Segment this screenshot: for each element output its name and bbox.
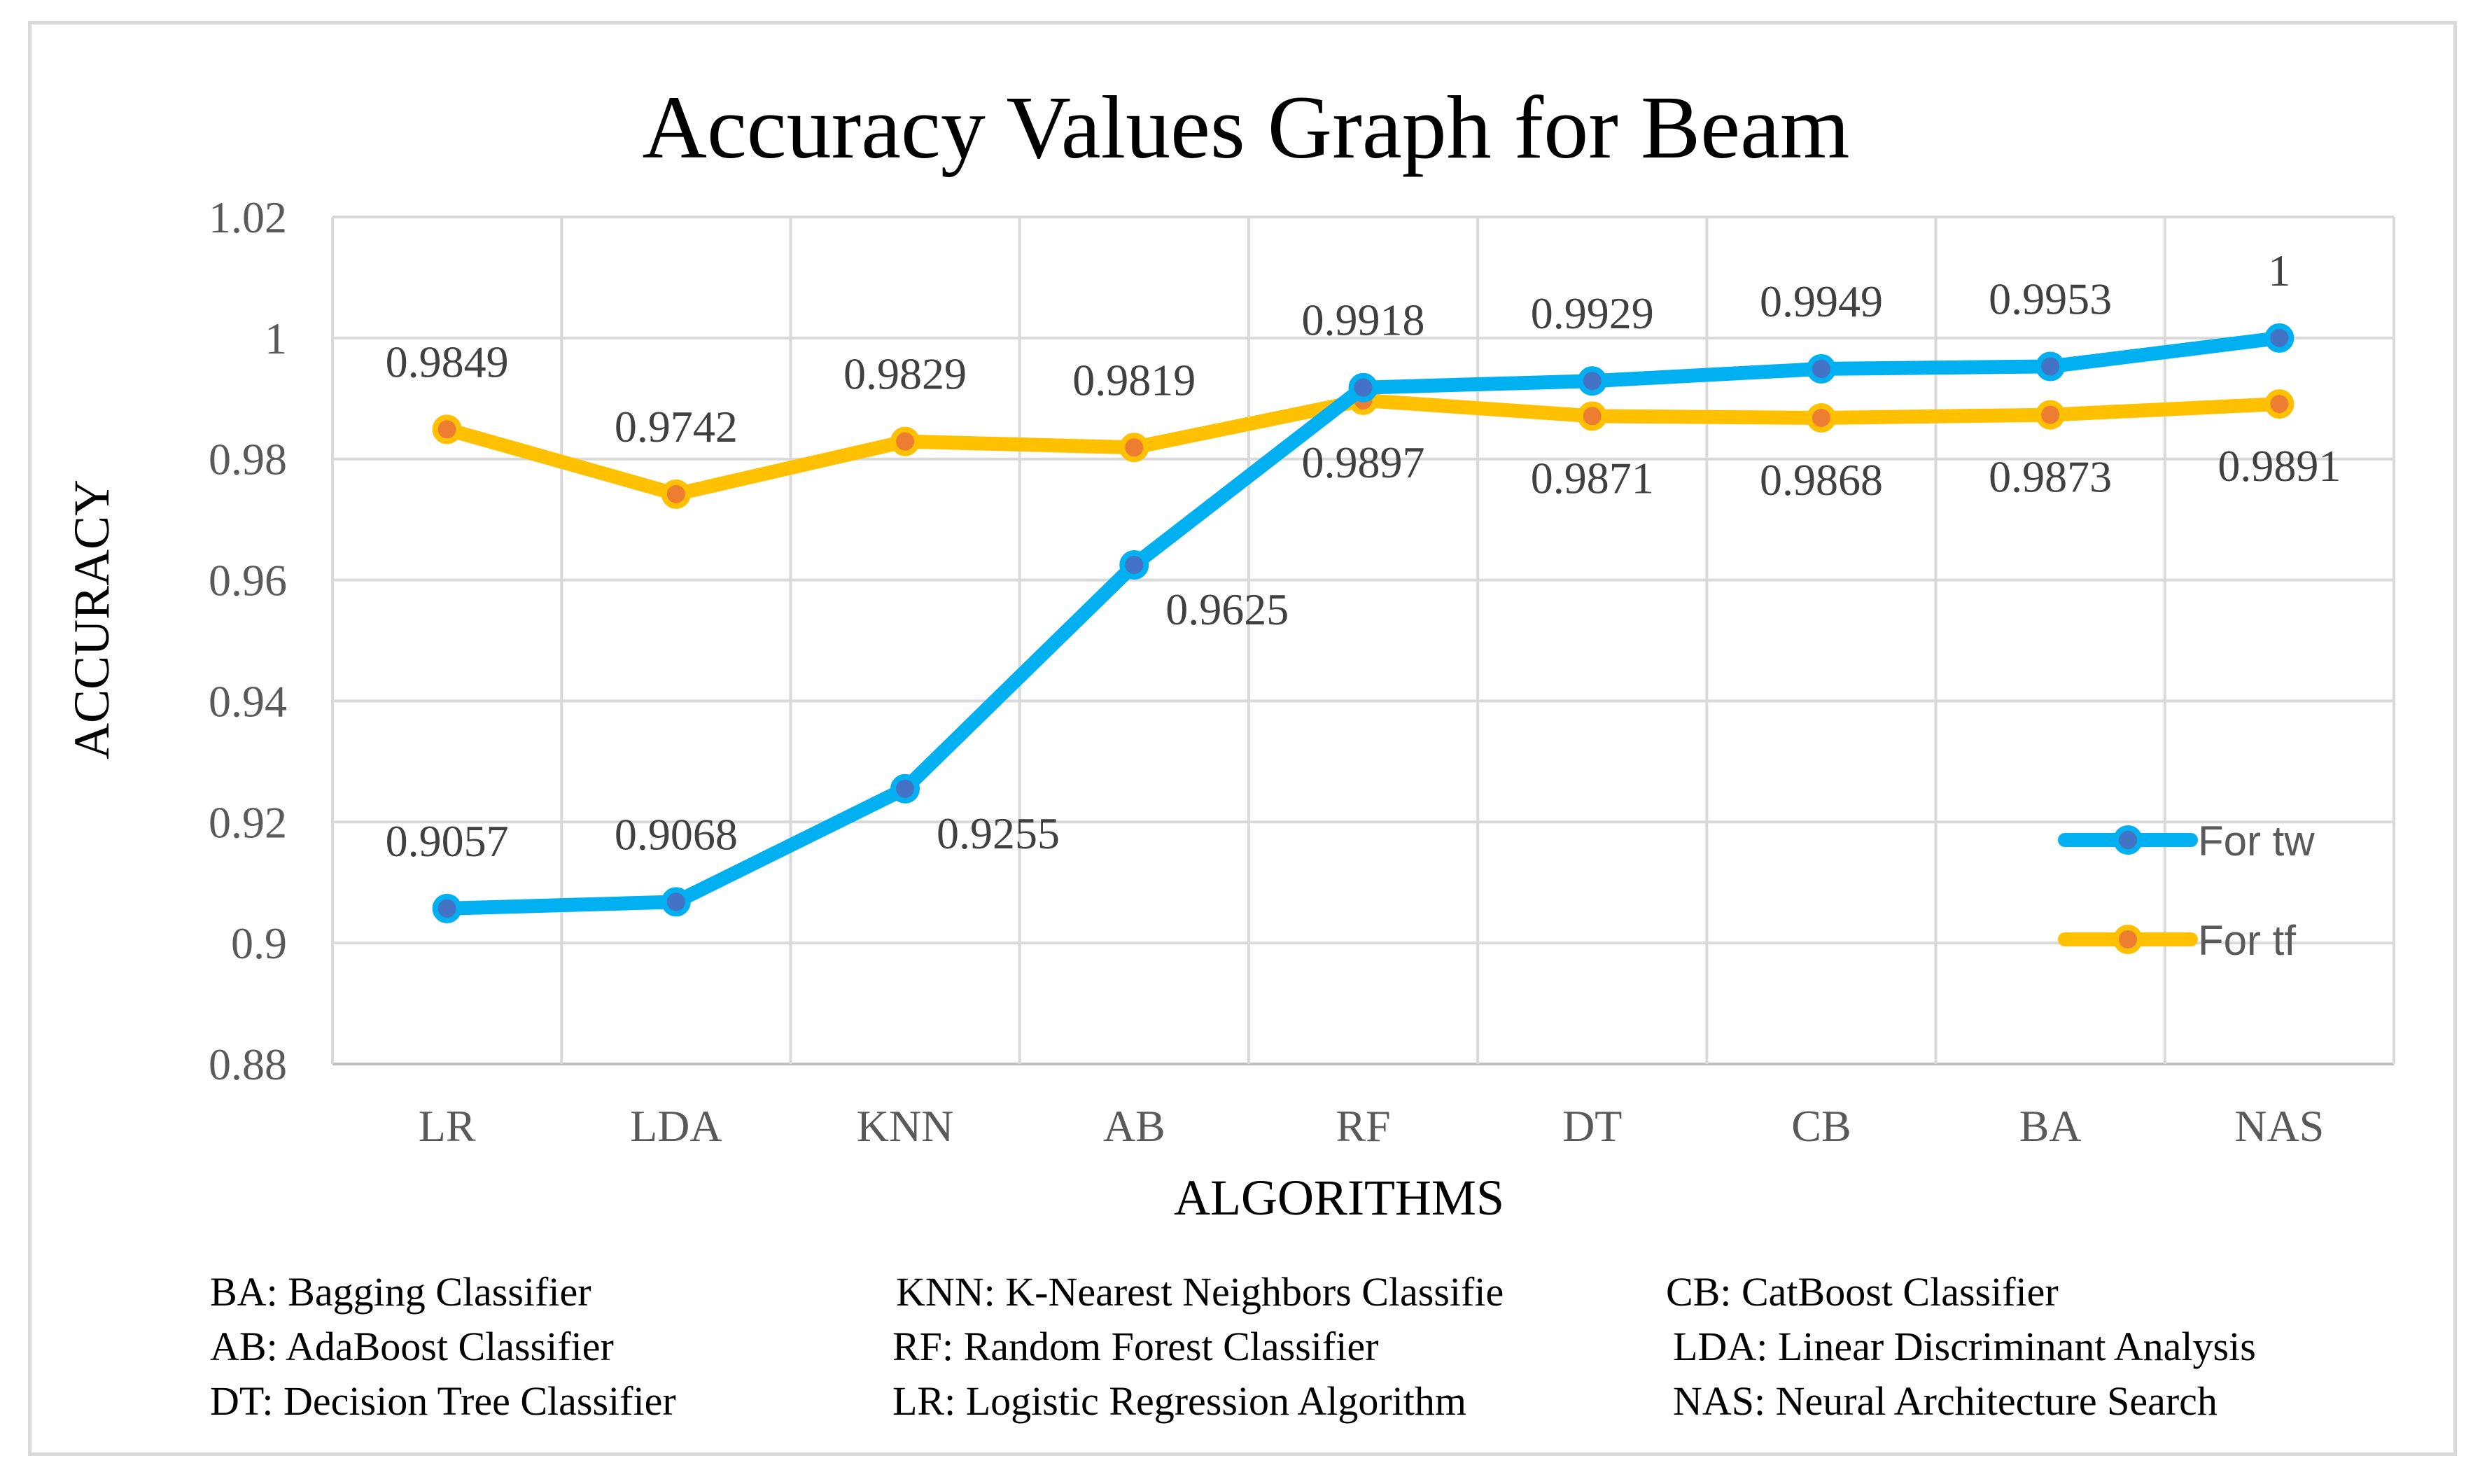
legend-swatch-marker bbox=[2113, 825, 2143, 855]
x-tick-label: LR bbox=[419, 1101, 476, 1151]
x-tick-label: RF bbox=[1336, 1101, 1390, 1151]
y-tick-label: 1.02 bbox=[209, 192, 287, 242]
glossary-item: BA: Bagging Classifier bbox=[210, 1269, 591, 1315]
data-label: 0.9829 bbox=[843, 349, 967, 399]
abbreviation-glossary: BA: Bagging Classifier KNN: K-Nearest Ne… bbox=[210, 1268, 2380, 1443]
data-point bbox=[1119, 433, 1149, 463]
glossary-row: DT: Decision Tree Classifier LR: Logisti… bbox=[210, 1378, 2380, 1431]
y-tick-label: 0.92 bbox=[209, 797, 287, 847]
y-tick-label: 0.98 bbox=[209, 435, 287, 484]
data-point bbox=[2264, 323, 2295, 353]
data-label: 0.9868 bbox=[1760, 455, 1883, 505]
glossary-row: AB: AdaBoost Classifier RF: Random Fores… bbox=[210, 1323, 2380, 1376]
data-point bbox=[1806, 402, 1836, 433]
data-point bbox=[2036, 351, 2066, 382]
data-point bbox=[890, 426, 920, 456]
x-tick-label: KNN bbox=[857, 1101, 954, 1151]
legend-label: For tf bbox=[2198, 917, 2296, 964]
x-tick-label: CB bbox=[1791, 1101, 1851, 1151]
data-point bbox=[2036, 400, 2066, 430]
legend-swatch-marker bbox=[2113, 925, 2143, 954]
data-label: 1 bbox=[2268, 246, 2290, 295]
data-label: 0.9897 bbox=[1302, 438, 1425, 487]
data-label: 0.9873 bbox=[1989, 452, 2112, 502]
glossary-item: KNN: K-Nearest Neighbors Classifie bbox=[896, 1269, 1504, 1315]
data-label: 0.9871 bbox=[1531, 453, 1654, 503]
glossary-item: LDA: Linear Discriminant Analysis bbox=[1673, 1324, 2256, 1369]
legend-label: For tw bbox=[2198, 818, 2315, 864]
data-point bbox=[432, 893, 462, 923]
glossary-item: RF: Random Forest Classifier bbox=[892, 1324, 1379, 1369]
x-axis-ticks: LR LDA KNN AB RF DT CB BA NAS bbox=[419, 1101, 2325, 1151]
data-point bbox=[1119, 550, 1149, 580]
glossary-item: AB: AdaBoost Classifier bbox=[210, 1324, 614, 1369]
data-label: 0.9953 bbox=[1989, 274, 2112, 323]
data-label: 0.9255 bbox=[937, 808, 1060, 858]
x-tick-label: LDA bbox=[630, 1101, 722, 1151]
data-point bbox=[661, 479, 691, 509]
data-label: 0.9929 bbox=[1531, 288, 1654, 338]
data-label: 0.9849 bbox=[386, 337, 509, 386]
data-point bbox=[890, 774, 920, 804]
glossary-row: BA: Bagging Classifier KNN: K-Nearest Ne… bbox=[210, 1268, 2380, 1322]
data-label: 0.9068 bbox=[615, 809, 738, 859]
data-label: 0.9918 bbox=[1302, 295, 1425, 345]
data-label: 0.9742 bbox=[615, 402, 738, 451]
data-point bbox=[432, 414, 462, 444]
y-axis-label: ACCURACY bbox=[64, 479, 120, 760]
chart-title: Accuracy Values Graph for Beam bbox=[643, 78, 1850, 177]
x-axis-label: ALGORITHMS bbox=[1174, 1170, 1504, 1226]
chart-frame bbox=[28, 21, 2457, 1456]
y-tick-label: 0.94 bbox=[209, 676, 287, 726]
data-labels: 0.9057 0.9068 0.9255 0.9625 0.9918 0.9929 0.99… bbox=[386, 246, 2341, 866]
x-tick-label: AB bbox=[1103, 1101, 1165, 1151]
data-point bbox=[1577, 401, 1607, 431]
data-label: 0.9057 bbox=[386, 816, 509, 866]
data-point bbox=[661, 887, 691, 917]
glossary-item: DT: Decision Tree Classifier bbox=[210, 1378, 676, 1424]
data-point bbox=[1348, 372, 1378, 402]
data-label: 0.9949 bbox=[1760, 276, 1883, 326]
legend: For tw For tf bbox=[2058, 818, 2315, 964]
y-tick-label: 0.9 bbox=[231, 918, 287, 968]
series-lines bbox=[432, 323, 2295, 923]
data-point bbox=[1577, 366, 1607, 396]
y-tick-label: 0.96 bbox=[209, 556, 287, 606]
x-tick-label: BA bbox=[2019, 1101, 2082, 1151]
y-tick-label: 0.88 bbox=[209, 1040, 287, 1089]
y-tick-label: 1 bbox=[265, 314, 287, 363]
data-point bbox=[1806, 354, 1836, 384]
gridlines bbox=[331, 216, 2395, 1065]
x-tick-label: DT bbox=[1562, 1101, 1622, 1151]
glossary-item: NAS: Neural Architecture Search bbox=[1673, 1378, 2218, 1424]
glossary-item: CB: CatBoost Classifier bbox=[1666, 1269, 2059, 1315]
y-axis-ticks: 0.88 0.9 0.92 0.94 0.96 0.98 1 1.02 bbox=[209, 192, 287, 1089]
data-label: 0.9819 bbox=[1072, 355, 1196, 405]
data-label: 0.9625 bbox=[1165, 584, 1289, 634]
data-label: 0.9891 bbox=[2218, 441, 2341, 491]
data-point bbox=[2264, 389, 2295, 419]
glossary-item: LR: Logistic Regression Algorithm bbox=[892, 1378, 1467, 1424]
x-tick-label: NAS bbox=[2234, 1101, 2324, 1151]
